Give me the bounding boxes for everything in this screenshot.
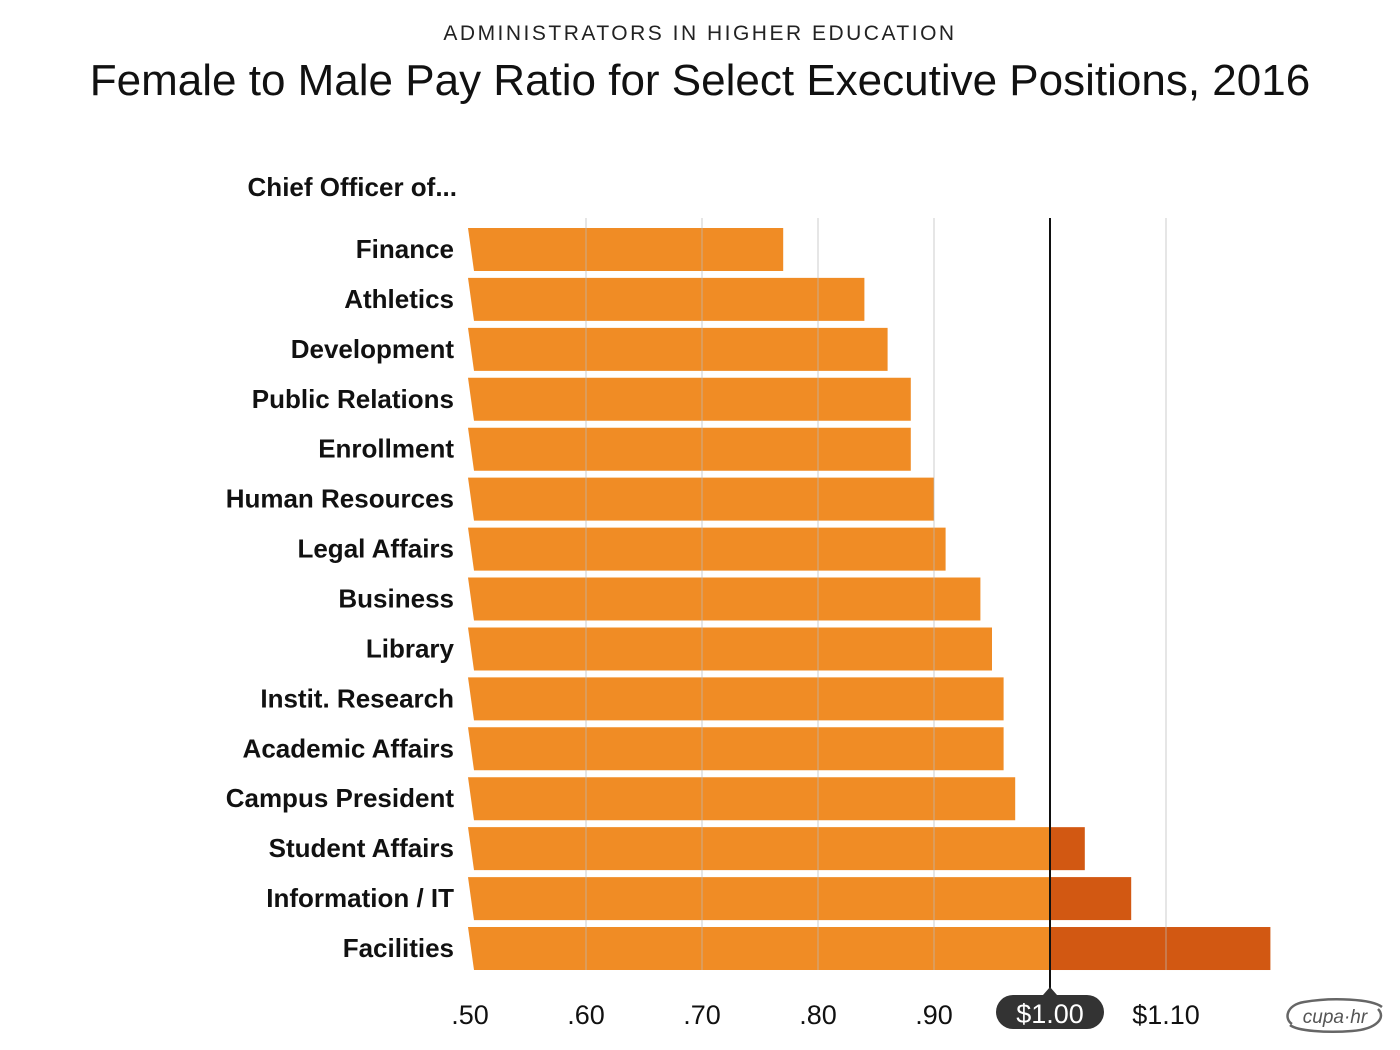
reference-badge — [996, 987, 1104, 1029]
bar-information-it — [468, 877, 1050, 921]
bar-human-resources — [468, 477, 934, 521]
category-label-public-relations: Public Relations — [252, 384, 454, 414]
bar-above-parity-information-it — [1050, 877, 1132, 921]
bar-legal-affairs — [468, 527, 946, 571]
category-label-library: Library — [366, 633, 455, 663]
bar-student-affairs — [468, 827, 1050, 871]
reference-label: $1.00 — [1016, 999, 1084, 1029]
bar-enrollment — [468, 427, 911, 471]
bar-above-parity-student-affairs — [1050, 827, 1085, 871]
bar-library — [468, 627, 992, 671]
bar-above-parity-facilities — [1050, 927, 1271, 971]
category-label-human-resources: Human Resources — [226, 484, 454, 514]
bar-instit-research — [468, 677, 1004, 721]
gridlines-group — [585, 218, 1167, 970]
category-label-instit-research: Instit. Research — [260, 683, 454, 713]
category-label-development: Development — [291, 334, 455, 364]
bar-public-relations — [468, 377, 911, 421]
bar-academic-affairs — [468, 727, 1004, 771]
logo-text: cupa·hr — [1303, 1007, 1368, 1028]
bar-facilities — [468, 927, 1050, 971]
x-tick-label: .90 — [915, 1000, 953, 1030]
category-label-student-affairs: Student Affairs — [269, 833, 454, 863]
category-label-facilities: Facilities — [343, 933, 454, 963]
bar-development — [468, 327, 888, 371]
bar-finance — [468, 228, 784, 271]
category-label-enrollment: Enrollment — [318, 434, 454, 464]
chart-supertitle: ADMINISTRATORS IN HIGHER EDUCATION — [443, 22, 957, 45]
category-label-campus-president: Campus President — [226, 783, 455, 813]
chart-title: Female to Male Pay Ratio for Select Exec… — [89, 56, 1311, 105]
x-tick-label: .70 — [683, 1000, 721, 1030]
x-tick-label: .50 — [451, 1000, 489, 1030]
category-label-business: Business — [338, 584, 454, 614]
reference-group: $1.00 — [996, 218, 1104, 1029]
bars-group — [468, 228, 1271, 971]
x-tick-label: .80 — [799, 1000, 837, 1030]
tick-labels-group: .50 .60 .70 .80 .90 $1.10 — [451, 1000, 1200, 1030]
category-label-athletics: Athletics — [344, 284, 454, 314]
category-labels-group: Finance Athletics Development Public Relati… — [226, 234, 455, 963]
x-tick-label: $1.10 — [1132, 1000, 1200, 1030]
category-heading: Chief Officer of... — [248, 172, 457, 202]
category-label-information-it: Information / IT — [266, 883, 454, 913]
bar-campus-president — [468, 777, 1016, 821]
category-label-legal-affairs: Legal Affairs — [297, 534, 454, 564]
bar-business — [468, 577, 981, 621]
category-label-academic-affairs: Academic Affairs — [243, 733, 454, 763]
category-label-finance: Finance — [356, 234, 454, 264]
x-tick-label: .60 — [567, 1000, 605, 1030]
bar-athletics — [468, 277, 865, 321]
cupa-hr-logo: cupa·hr — [1286, 998, 1383, 1033]
